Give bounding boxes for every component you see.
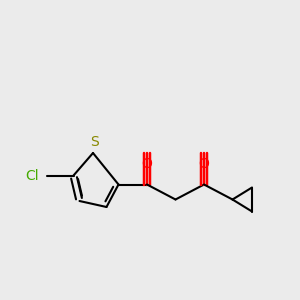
Text: S: S — [90, 134, 99, 148]
Text: O: O — [142, 158, 152, 172]
Text: O: O — [199, 158, 209, 172]
Text: Cl: Cl — [26, 169, 39, 182]
